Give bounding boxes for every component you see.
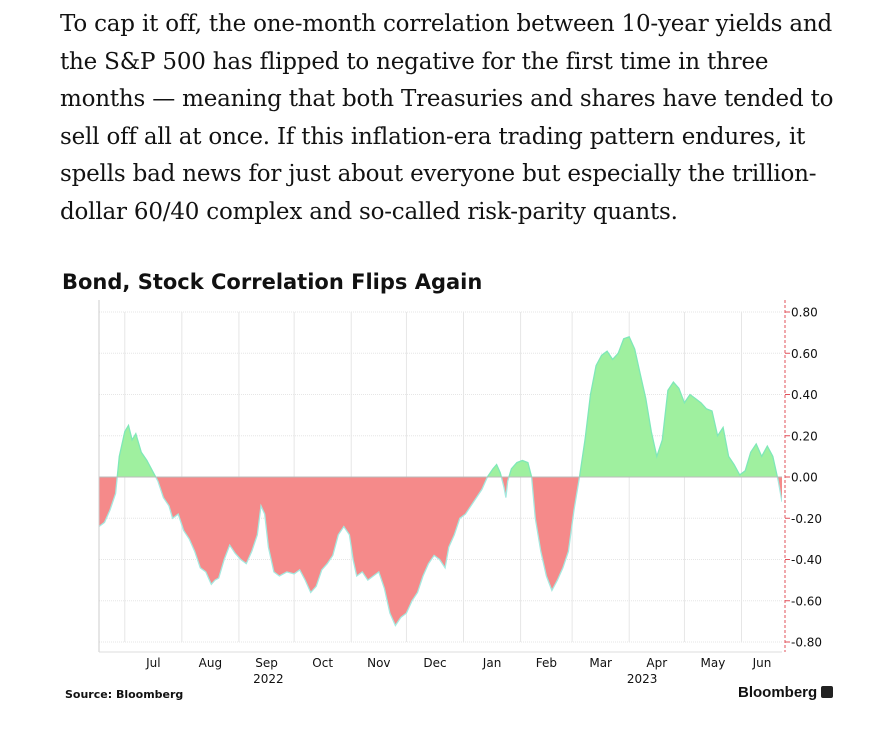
- brand-name: Bloomberg: [738, 684, 818, 701]
- y-tick-label: 0.60: [791, 347, 818, 361]
- x-tick-label: Jul: [145, 656, 160, 670]
- x-tick-label: Jan: [482, 656, 502, 670]
- x-tick-label: Jun: [752, 656, 772, 670]
- positive-series-line: [116, 335, 779, 477]
- x-tick-label: May: [701, 656, 726, 670]
- x-tick-label: Sep: [255, 656, 278, 670]
- chart-title: Bond, Stock Correlation Flips Again: [62, 270, 483, 294]
- article-paragraph: To cap it off, the one-month correlation…: [60, 11, 834, 225]
- x-tick-label: Oct: [312, 656, 333, 670]
- y-tick-label: -0.80: [791, 636, 822, 650]
- y-tick-label: 0.20: [791, 429, 818, 443]
- source-note: Source: Bloomberg: [65, 688, 184, 701]
- x-tick-label: Aug: [199, 656, 222, 670]
- bloomberg-logo: Bloomberg: [738, 684, 834, 701]
- negative-series-line: [99, 477, 782, 627]
- y-tick-label: -0.60: [791, 594, 822, 608]
- y-tick-label: -0.20: [791, 512, 822, 526]
- x-tick-label: Feb: [536, 656, 557, 670]
- x-tick-label: Apr: [646, 656, 667, 670]
- negative-area: [99, 477, 782, 626]
- y-tick-label: 0.40: [791, 388, 818, 402]
- positive-area: [99, 336, 782, 477]
- y-tick-label: 0.80: [791, 306, 818, 320]
- y-tick-label: -0.40: [791, 553, 822, 567]
- y-tick-label: 0.00: [791, 471, 818, 485]
- bloomberg-square-icon: [821, 686, 834, 698]
- x-tick-label: Nov: [367, 656, 390, 670]
- x-tick-label: Mar: [589, 656, 612, 670]
- x-year-label: 2022: [253, 672, 284, 686]
- x-tick-label: Dec: [423, 656, 446, 670]
- x-year-label: 2023: [627, 672, 658, 686]
